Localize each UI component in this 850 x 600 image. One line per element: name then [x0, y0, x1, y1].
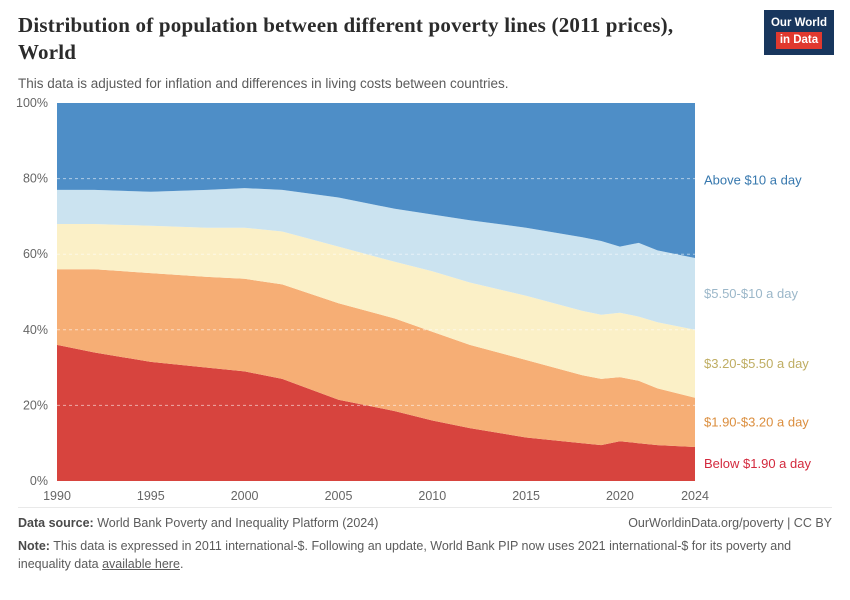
available-here-link[interactable]: available here — [102, 557, 180, 572]
note-suffix: . — [179, 557, 184, 572]
data-source-line: Data source: World Bank Poverty and Ineq… — [18, 516, 378, 530]
note-line: Note: This data is expressed in 2011 int… — [18, 537, 832, 575]
page-title: Distribution of population between diffe… — [18, 12, 718, 67]
series-label-above-1000: Above $10 a day — [704, 172, 802, 187]
x-tick-2024: 2024 — [681, 489, 709, 503]
y-tick-60: 60% — [23, 247, 48, 261]
y-tick-40: 40% — [23, 322, 48, 336]
page-title-line1: Distribution of population between diffe… — [18, 13, 674, 37]
x-tick-1990: 1990 — [43, 489, 71, 503]
owid-logo-accent: in Data — [775, 32, 823, 50]
credit-link[interactable]: OurWorldinData.org/poverty | CC BY — [628, 515, 832, 530]
data-source-text: World Bank Poverty and Inequality Platfo… — [93, 515, 379, 530]
y-tick-100: 100% — [16, 96, 48, 110]
series-label-550-1000: $5.50-$10 a day — [704, 285, 798, 300]
chart-header: Distribution of population between diffe… — [0, 0, 850, 91]
series-label-190-320: $1.90-$3.20 a day — [704, 414, 809, 429]
owid-logo: Our World in Data — [763, 10, 834, 56]
area-190-320 — [57, 268, 695, 447]
y-tick-0: 0% — [30, 474, 48, 488]
x-tick-2010: 2010 — [418, 489, 446, 503]
owid-logo-text: Our World — [770, 17, 827, 29]
chart-main: 0% 20% 40% 60% 80% 100% 1990 1995 2000 2005 2010 20… — [0, 95, 850, 507]
series-label-below-190: Below $1.90 a day — [704, 456, 811, 471]
note-text: This data is expressed in 2011 internati… — [18, 538, 792, 572]
area-320-550 — [57, 223, 695, 398]
area-above-1000 — [57, 102, 695, 258]
series-label-320-550: $3.20-$5.50 a day — [704, 355, 809, 370]
page-title-line2: World — [18, 40, 77, 65]
stacked-area-chart: 0% 20% 40% 60% 80% 100% 1990 1995 2000 2005 2010 20… — [16, 96, 811, 503]
x-tick-1995: 1995 — [137, 489, 165, 503]
y-tick-80: 80% — [23, 171, 48, 185]
x-tick-2005: 2005 — [325, 489, 353, 503]
area-550-1000 — [57, 187, 695, 330]
x-tick-2000: 2000 — [231, 489, 259, 503]
note-label: Note: — [18, 538, 50, 553]
x-tick-2015: 2015 — [512, 489, 540, 503]
x-tick-2020: 2020 — [606, 489, 634, 503]
source-row: Data source: World Bank Poverty and Ineq… — [18, 516, 832, 530]
chart-footer: Data source: World Bank Poverty and Ineq… — [18, 506, 832, 575]
y-tick-20: 20% — [23, 398, 48, 412]
data-source-label: Data source: — [18, 515, 94, 530]
area-below-190 — [57, 344, 695, 481]
page-subtitle: This data is adjusted for inflation and … — [18, 75, 509, 91]
